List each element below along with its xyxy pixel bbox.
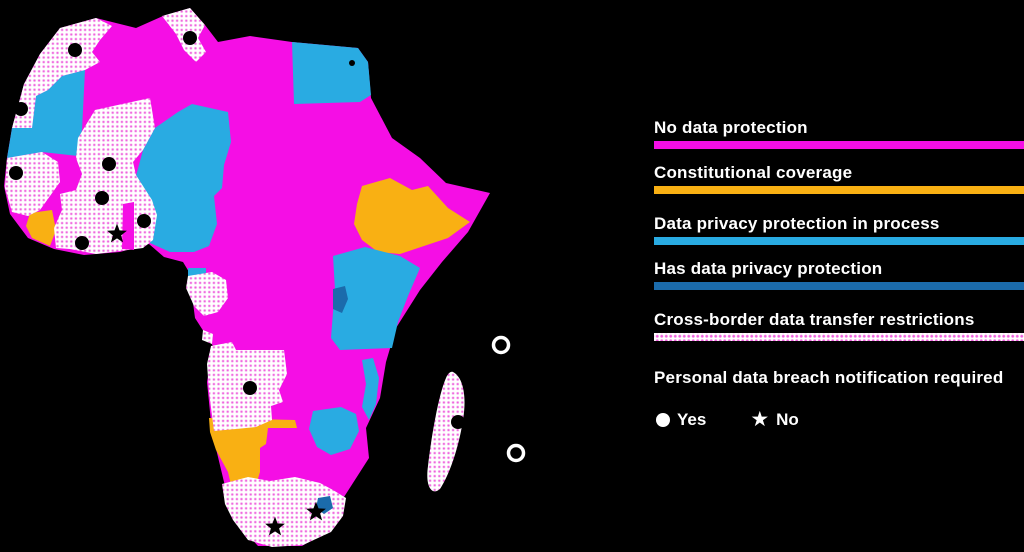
marker-yes-madagascar <box>451 415 465 429</box>
island-ring-markers <box>491 335 526 463</box>
marker-yes-morocco <box>68 43 82 57</box>
country-zimbabwe <box>309 407 359 455</box>
yes-label: Yes <box>677 410 707 429</box>
country-gabon-congo <box>186 272 228 316</box>
marker-yes-ivory-coast <box>75 236 89 250</box>
legend-label-no-protection: No data protection <box>654 118 808 137</box>
legend-swatch-magenta <box>654 141 1024 149</box>
country-rwanda-burundi <box>333 286 348 313</box>
marker-no-ghana <box>107 223 127 243</box>
country-malawi <box>362 358 379 420</box>
country-madagascar <box>427 371 465 492</box>
legend-item-has-protection: Has data privacy protection <box>654 259 1024 290</box>
marker-yes-benin <box>137 214 151 228</box>
legend-label-constitutional: Constitutional coverage <box>654 163 853 182</box>
country-egypt <box>292 42 371 104</box>
legend-item-no-protection: No data protection <box>654 118 1024 149</box>
marker-yes-tunisia <box>183 31 197 45</box>
marker-no-south-africa-east <box>306 501 326 521</box>
no-label: No <box>776 410 799 429</box>
marker-no-south-africa-west <box>265 516 285 536</box>
marker-yes-burkina-faso <box>95 191 109 205</box>
marker-yes-western-sahara <box>14 102 28 116</box>
country-ethiopia <box>354 178 470 254</box>
legend-item-cross-border: Cross-border data transfer restrictions <box>654 310 1024 341</box>
marker-yes-egypt <box>349 60 355 66</box>
marker-yes-angola <box>243 381 257 395</box>
legend-swatch-orange <box>654 186 1024 194</box>
africa-map <box>4 8 526 547</box>
country-cabinda <box>202 330 213 344</box>
legend-label-in-process: Data privacy protection in process <box>654 214 940 233</box>
marker-yes-senegal <box>9 166 23 180</box>
country-liberia <box>26 210 56 246</box>
legend-swatch-light-blue <box>654 237 1024 245</box>
island-ring-mauritius <box>506 443 526 463</box>
legend-panel: No data protection Constitutional covera… <box>654 118 1024 341</box>
legend-label-cross-border: Cross-border data transfer restrictions <box>654 310 975 329</box>
legend-swatch-dotted <box>654 333 1024 341</box>
breach-yes-markers <box>9 31 465 429</box>
legend-item-in-process: Data privacy protection in process <box>654 214 1024 245</box>
breach-marker-row: Yes ★ No <box>656 408 799 431</box>
no-star-icon: ★ <box>750 408 770 431</box>
island-ring-seychelles <box>491 335 511 355</box>
breach-legend: Personal data breach notification requir… <box>654 368 1024 430</box>
breach-title: Personal data breach notification requir… <box>654 368 1004 387</box>
marker-yes-mali <box>102 157 116 171</box>
legend-swatch-dark-blue <box>654 282 1024 290</box>
country-uganda-kenya-tanzania <box>331 247 420 350</box>
yes-circle-icon <box>656 413 670 427</box>
legend-label-has-protection: Has data privacy protection <box>654 259 883 278</box>
country-south-africa <box>222 477 346 547</box>
country-morocco-western-sahara <box>12 18 112 128</box>
country-niger-nigeria <box>136 104 231 252</box>
country-togo <box>122 202 134 250</box>
legend-item-constitutional: Constitutional coverage <box>654 163 1024 194</box>
country-mauritania <box>7 70 85 158</box>
breach-no-markers <box>107 223 326 536</box>
